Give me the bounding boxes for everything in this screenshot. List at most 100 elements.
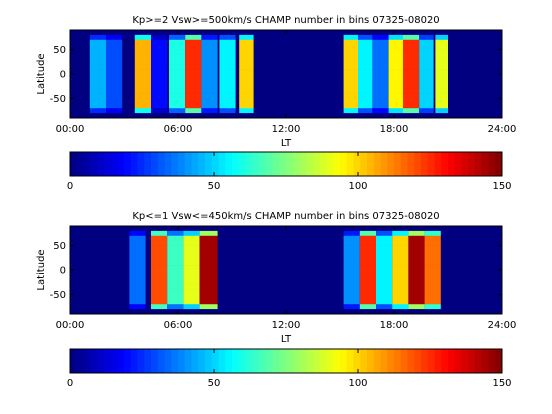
heatmap-cell (376, 274, 393, 281)
heatmap-cell (403, 98, 420, 104)
heatmap-cell (183, 245, 200, 251)
heatmap-cell (134, 39, 151, 45)
chart-title: Kp<=1 Vsw<=450km/s CHAMP number in bins … (132, 211, 439, 222)
heatmap-cell (219, 93, 236, 99)
heatmap-cell (419, 39, 434, 45)
heatmap-cell (201, 83, 218, 89)
heatmap-cell (185, 103, 202, 109)
heatmap-cell (89, 34, 106, 41)
heatmap-cell (408, 289, 425, 295)
heatmap-panel-kp-high: Kp>=2 Vsw>=500km/s CHAMP number in bins … (36, 15, 516, 192)
heatmap-cell (372, 34, 389, 41)
heatmap-cell (408, 260, 425, 266)
heatmap-cell (372, 44, 389, 50)
colorbar-segment (495, 152, 503, 176)
heatmap-cell (151, 250, 168, 256)
heatmap-cell (129, 235, 146, 241)
heatmap-cell (201, 54, 218, 60)
heatmap-cell (359, 245, 376, 251)
heatmap-cell (201, 30, 218, 36)
colorbar-segment (232, 349, 240, 373)
heatmap-cell (129, 284, 146, 290)
heatmap-cell (403, 83, 420, 89)
heatmap-cell (169, 108, 186, 114)
colorbar-segment (252, 152, 260, 176)
heatmap-cell (183, 235, 200, 241)
heatmap-column (106, 30, 123, 119)
heatmap-column (376, 226, 393, 315)
heatmap-column (408, 226, 425, 315)
heatmap-cell (151, 78, 168, 85)
heatmap-cell (183, 274, 200, 281)
heatmap-cell (403, 113, 420, 119)
heatmap-cell (343, 304, 360, 310)
heatmap-cell (219, 103, 236, 109)
heatmap-cell (408, 235, 425, 241)
heatmap-cell (343, 78, 358, 85)
heatmap-cell (403, 59, 420, 65)
colorbar-segment (299, 349, 307, 373)
colorbar-segment (225, 349, 233, 373)
heatmap-cell (199, 250, 218, 256)
heatmap-cell (151, 44, 168, 50)
heatmap-cell (134, 93, 151, 99)
heatmap-cell (392, 309, 409, 315)
heatmap-cell (151, 83, 168, 89)
colorbar-segment (198, 152, 206, 176)
heatmap-cell (169, 44, 186, 50)
x-tick-label: 18:00 (380, 320, 409, 331)
heatmap-column (424, 226, 441, 315)
colorbar-segment (238, 152, 246, 176)
colorbar-segment (333, 152, 341, 176)
heatmap-cell (185, 30, 202, 36)
heatmap-cell (392, 250, 409, 256)
heatmap-cell (183, 294, 200, 300)
heatmap-cell (134, 59, 151, 65)
colorbar-segment (387, 152, 395, 176)
heatmap-cell (343, 44, 358, 50)
y-ticks: 50 0 -50 (50, 241, 502, 301)
heatmap-cell (239, 59, 254, 65)
heatmap-cell (106, 83, 123, 89)
colorbar-tick-label: 50 (208, 378, 221, 389)
heatmap-cell (199, 265, 218, 271)
colorbar-segment (130, 349, 138, 373)
colorbar-segment (83, 349, 91, 373)
colorbar-segment (218, 152, 226, 176)
heatmap-cell (201, 44, 218, 50)
heatmap-cell (106, 113, 123, 119)
heatmap-cell (403, 103, 420, 109)
heatmap-cell (358, 69, 373, 75)
y-tick-label: -50 (50, 94, 66, 105)
heatmap-cell (392, 255, 409, 261)
heatmap-cell (376, 309, 393, 315)
colorbar-segment (333, 349, 341, 373)
heatmap-cell (376, 245, 393, 251)
heatmap-column (219, 30, 236, 119)
heatmap-cell (169, 30, 186, 36)
heatmap-cell (169, 74, 186, 80)
heatmap-cell (435, 39, 448, 45)
heatmap-cell (392, 279, 409, 285)
heatmap-cell (169, 49, 186, 55)
x-tick-label: 12:00 (272, 320, 301, 331)
heatmap-column (239, 30, 254, 119)
heatmap-cell (376, 304, 393, 310)
heatmap-cell (89, 59, 106, 65)
heatmap-cell (419, 88, 434, 94)
heatmap-cell (185, 39, 202, 45)
heatmap-cell (151, 74, 168, 80)
heatmap-cell (89, 44, 106, 50)
colorbar-segment (117, 152, 125, 176)
heatmap-cell (408, 255, 425, 261)
heatmap-cell (129, 270, 146, 276)
heatmap-cell (358, 34, 373, 41)
heatmap-cell (201, 74, 218, 80)
colorbar-segment (184, 152, 192, 176)
heatmap-cell (388, 108, 403, 114)
colorbar-segment (292, 349, 300, 373)
heatmap-cell (388, 30, 403, 36)
heatmap-cell (435, 44, 448, 50)
heatmap-cell (201, 59, 218, 65)
colorbar-segment (286, 349, 294, 373)
